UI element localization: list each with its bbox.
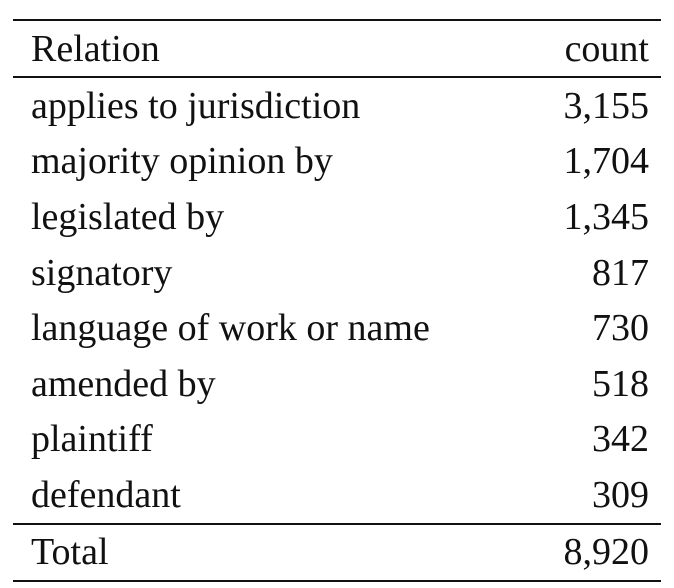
table-row: legislated by 1,345: [13, 189, 661, 245]
count-cell: 730: [592, 307, 649, 350]
count-cell: 1,704: [563, 140, 650, 183]
count-cell: 518: [592, 362, 649, 405]
total-label: Total: [13, 522, 539, 582]
relation-cell: amended by: [31, 362, 216, 405]
table-row: defendant 309: [13, 467, 661, 524]
count-cell: 309: [592, 473, 649, 516]
table-row: majority opinion by 1,704: [13, 134, 661, 190]
total-row: Total 8,920: [13, 522, 661, 582]
count-cell: 817: [592, 251, 649, 294]
table-row: plaintiff 342: [13, 412, 661, 468]
table-header-row: Relation count: [13, 19, 661, 78]
header-relation: Relation: [13, 19, 539, 78]
relation-count-table-container: Relation count applies to jurisdiction 3…: [13, 19, 661, 582]
relation-count-table: Relation count applies to jurisdiction 3…: [13, 19, 661, 582]
table-row: signatory 817: [13, 245, 661, 301]
count-cell: 342: [592, 418, 649, 461]
count-cell: 1,345: [563, 195, 650, 238]
relation-cell: language of work or name: [31, 307, 430, 350]
relation-cell: signatory: [31, 251, 173, 294]
count-cell: 3,155: [563, 84, 650, 127]
relation-cell: legislated by: [31, 195, 225, 238]
table-row: amended by 518: [13, 356, 661, 412]
relation-cell: plaintiff: [31, 418, 153, 461]
relation-cell: applies to jurisdiction: [31, 84, 361, 127]
header-count: count: [538, 19, 661, 78]
relation-cell: defendant: [31, 473, 181, 516]
relation-cell: majority opinion by: [31, 140, 333, 183]
table-row: language of work or name 730: [13, 300, 661, 356]
table-row: applies to jurisdiction 3,155: [13, 77, 661, 134]
total-count: 8,920: [538, 522, 661, 582]
